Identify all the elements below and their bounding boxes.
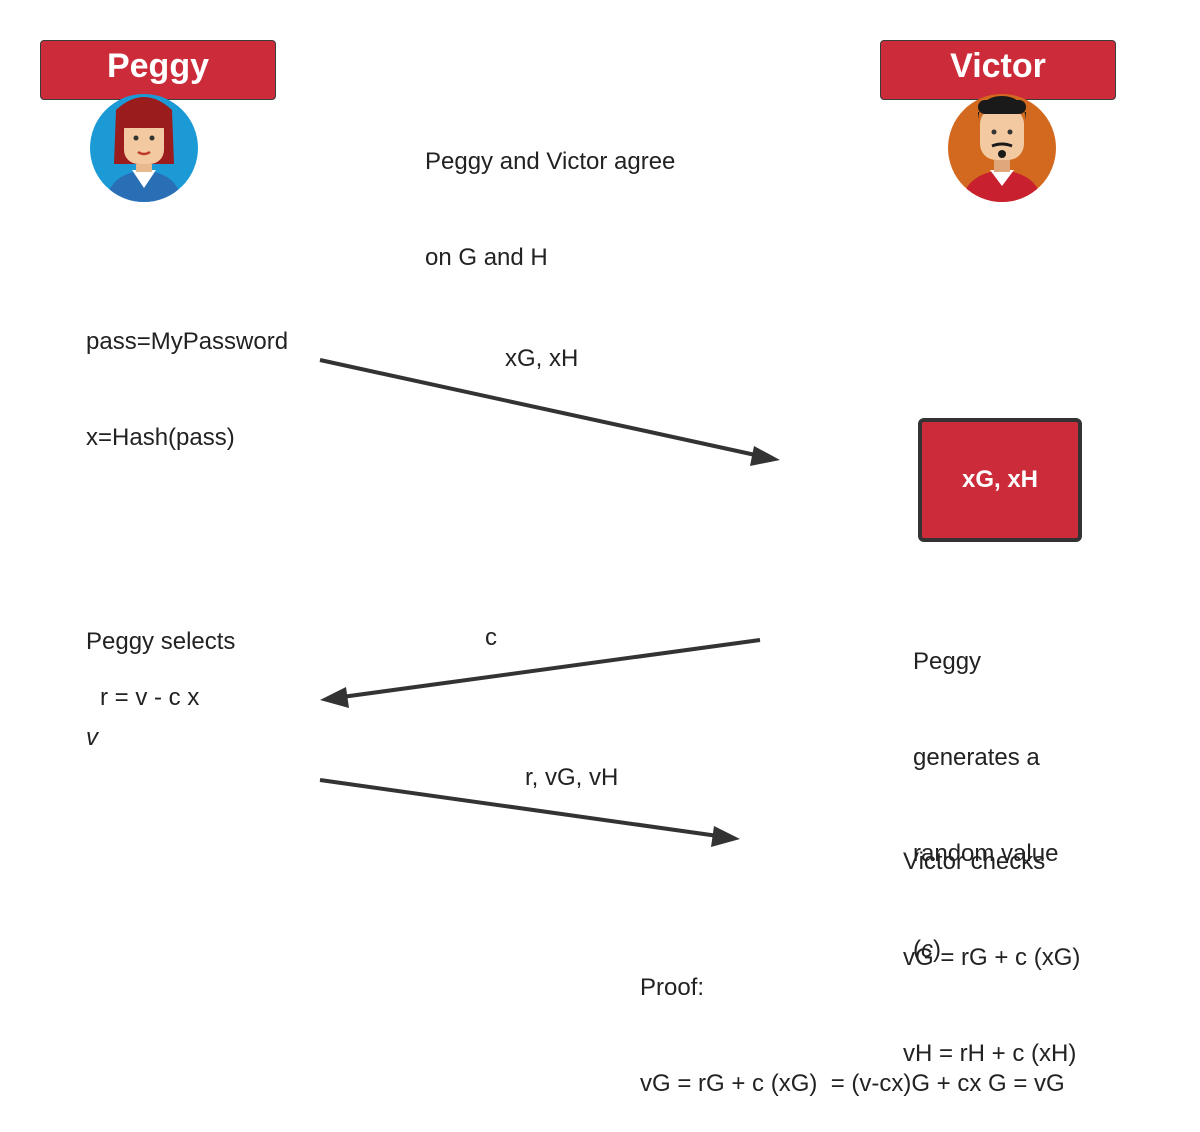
- challenge-note: Peggy generates a random value (c): [913, 582, 1058, 998]
- victor-stored-values-box: xG, xH: [918, 418, 1082, 542]
- proof-text: Proof: vG = rG + c (xG) = (v-cx)G + cx G…: [640, 908, 1065, 1132]
- arrow-peggy-to-victor-1: [319, 358, 780, 466]
- challenge-note-line-1: Peggy: [913, 648, 982, 675]
- paren-close: ): [933, 936, 941, 963]
- password-line: pass=MyPassword: [86, 328, 289, 355]
- paren-open: (: [913, 936, 921, 963]
- peggy-name: Peggy: [106, 47, 210, 85]
- peggy-selects-line: Peggy selects: [86, 628, 236, 655]
- arrow-victor-to-peggy: [320, 638, 761, 708]
- peggy-selects-text: Peggy selects v: [86, 562, 235, 786]
- variable-c: c: [921, 936, 933, 963]
- victor-check-title: Victor checks: [903, 848, 1046, 875]
- challenge-note-line-3: random value: [913, 840, 1059, 867]
- message-label-response: r, vG, vH: [525, 764, 619, 791]
- arrow-peggy-to-victor-2: [319, 778, 740, 847]
- hash-line: x=Hash(pass): [86, 424, 235, 451]
- victor-name-box: Victor: [880, 40, 1116, 100]
- proof-title: Proof:: [640, 974, 705, 1001]
- message-label-first: xG, xH: [505, 345, 579, 372]
- victor-avatar-icon: [948, 94, 1056, 202]
- peggy-setup-text: pass=MyPassword x=Hash(pass): [86, 262, 288, 486]
- agreement-text: Peggy and Victor agree on G and H: [425, 82, 675, 306]
- peggy-name-box: Peggy: [40, 40, 276, 100]
- proof-equation: vG = rG + c (xG) = (v-cx)G + cx G = vG: [640, 1070, 1065, 1097]
- peggy-avatar: [88, 90, 200, 202]
- stored-values-label: xG, xH: [961, 466, 1039, 493]
- variable-v: v: [86, 724, 98, 751]
- challenge-note-line-4: (c): [913, 934, 1058, 966]
- peggy-avatar-icon: [90, 94, 198, 202]
- agreement-line-2: on G and H: [425, 244, 548, 271]
- check-equation-g: vG = rG + c (xG): [903, 944, 1081, 971]
- response-formula: r = v - c x: [100, 684, 200, 711]
- victor-name: Victor: [950, 47, 1046, 85]
- agreement-line-1: Peggy and Victor agree: [425, 148, 676, 175]
- victor-avatar: [946, 90, 1058, 202]
- message-label-challenge: c: [485, 624, 497, 651]
- message-arrows: [319, 358, 780, 847]
- challenge-note-line-2: generates a: [913, 744, 1040, 771]
